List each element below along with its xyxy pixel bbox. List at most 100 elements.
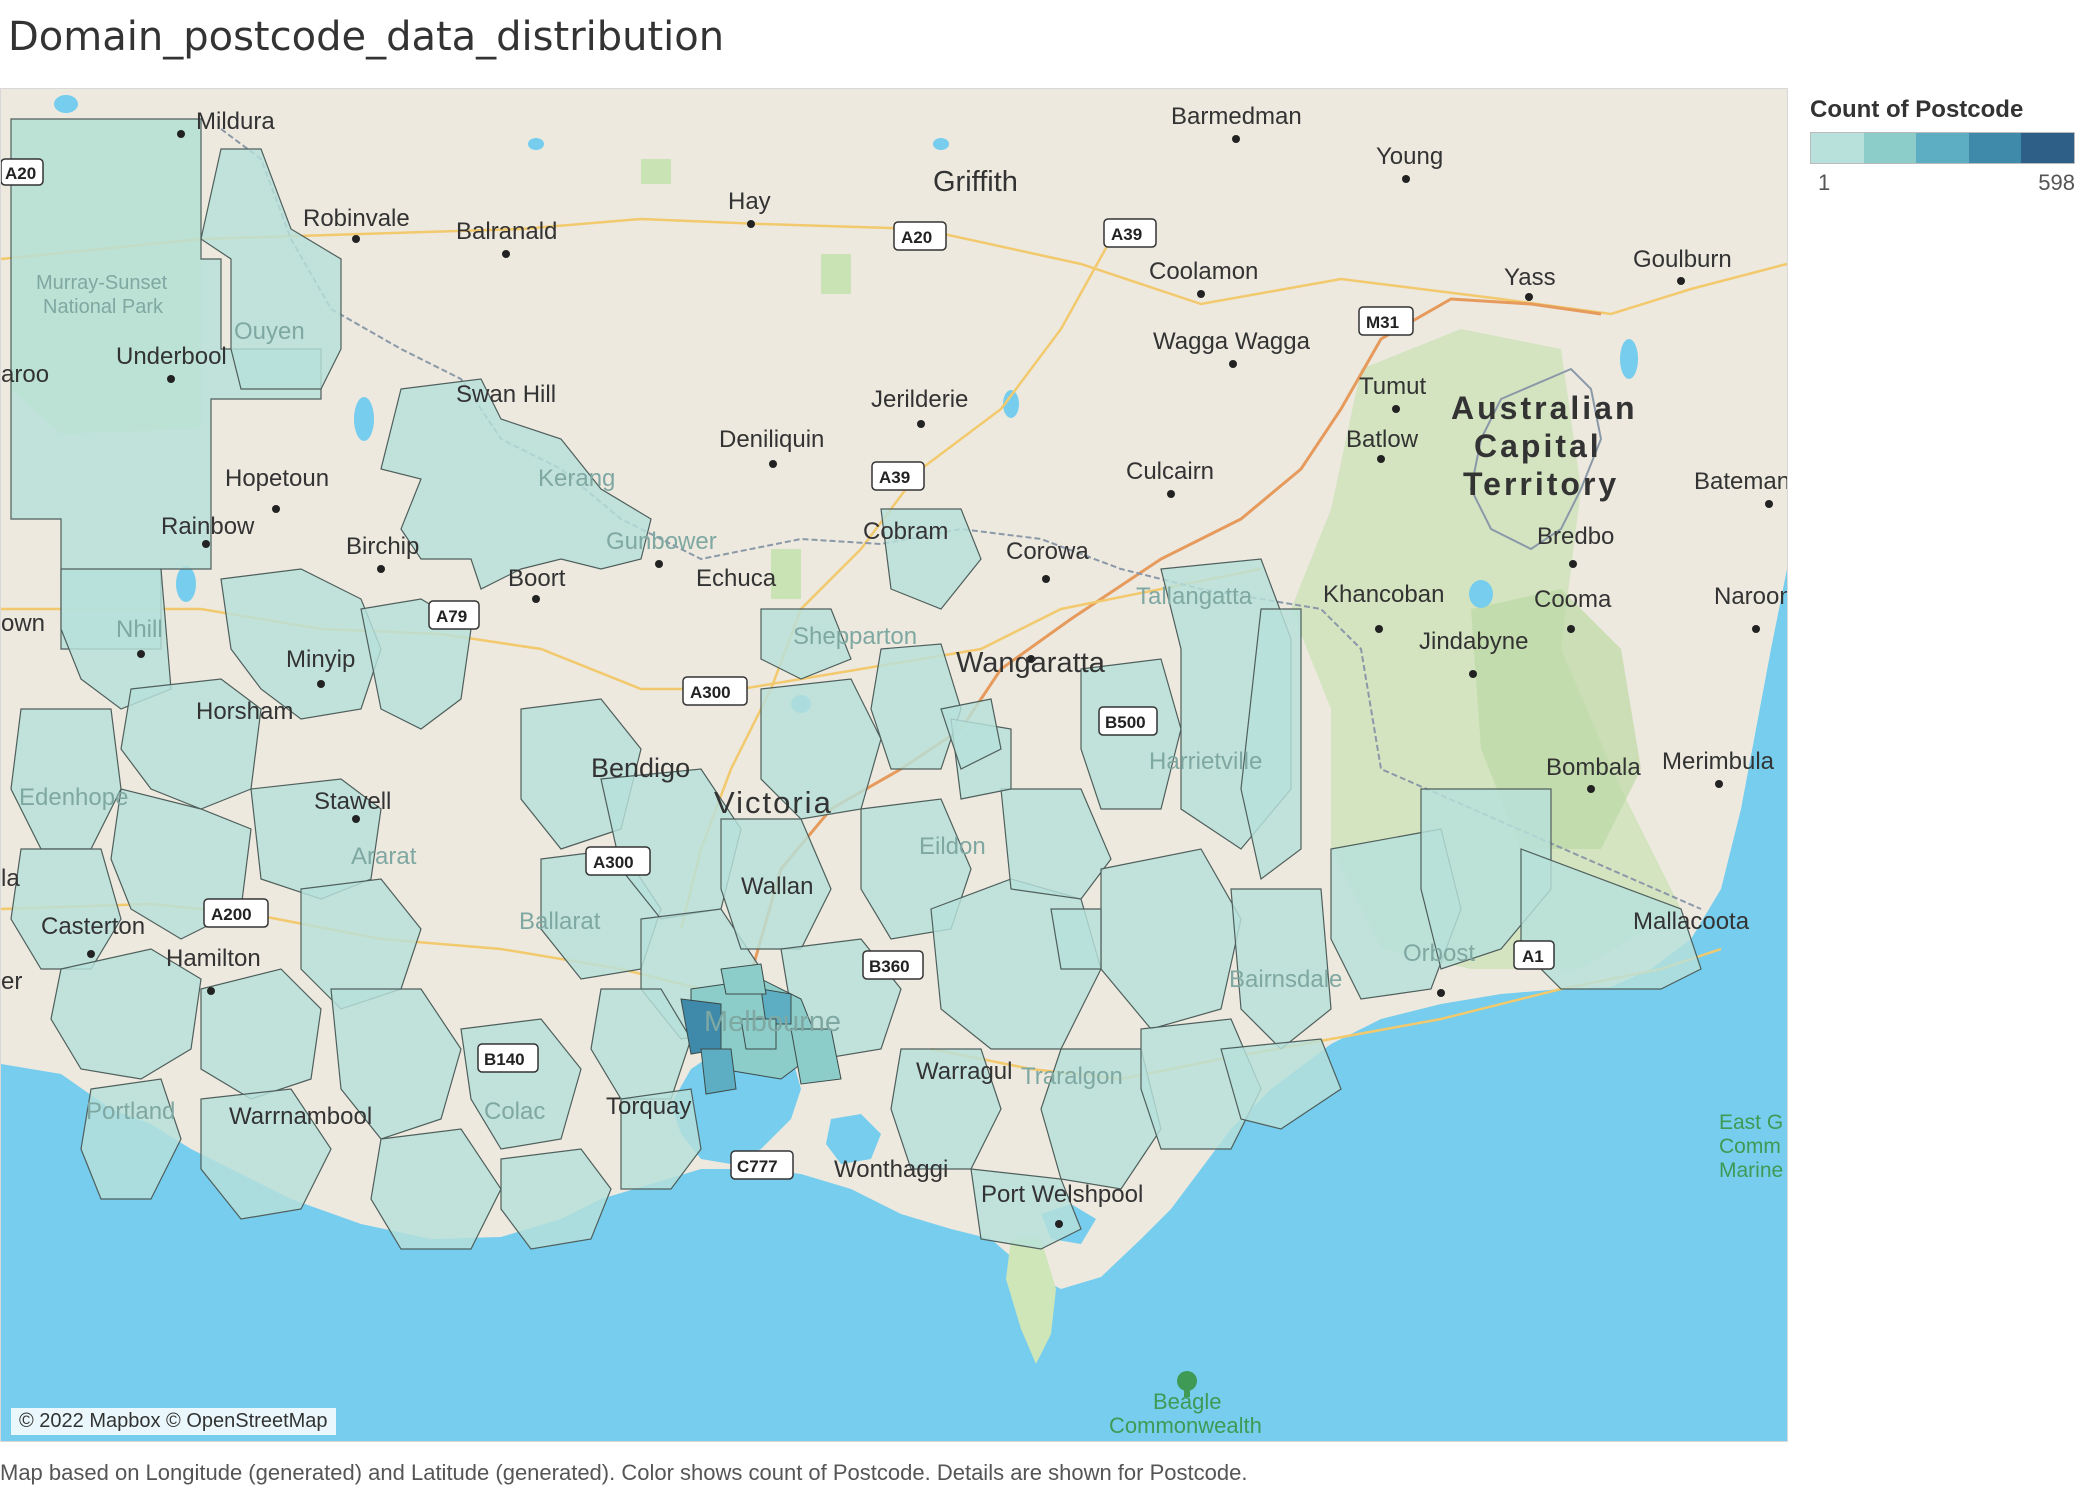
label-kerang: Kerang	[538, 465, 615, 492]
label-horsham: Horsham	[196, 698, 293, 725]
postcode-region[interactable]	[1000, 788, 1112, 900]
shield-m31: M31	[1358, 306, 1414, 336]
postcode-region[interactable]	[700, 1048, 737, 1095]
postcode-region[interactable]	[370, 1128, 502, 1250]
postcode-region[interactable]	[50, 948, 202, 1080]
label-er: er	[1, 968, 22, 995]
label-jindabyne: Jindabyne	[1419, 628, 1528, 655]
postcode-region[interactable]	[940, 698, 1002, 770]
act-border	[1469, 367, 1603, 551]
label-bateman: Bateman	[1694, 468, 1787, 495]
svg-text:C777: C777	[737, 1157, 778, 1176]
park-small-2	[821, 254, 851, 294]
postcode-region[interactable]	[10, 118, 322, 650]
color-legend: Count of Postcode 1 598	[1810, 96, 2084, 195]
label-culcairn: Culcairn	[1126, 458, 1214, 485]
postcode-region[interactable]	[250, 778, 382, 900]
postcode-region[interactable]	[790, 1028, 842, 1085]
postcode-region[interactable]	[620, 1088, 702, 1190]
label-tallangatta: Tallangatta	[1136, 583, 1253, 610]
postcode-region[interactable]	[760, 608, 852, 680]
legend-color-ramp	[1810, 132, 2075, 164]
postcode-region[interactable]	[200, 1088, 332, 1220]
postcode-region[interactable]	[380, 378, 652, 590]
melbourne-dense-postcodes[interactable]	[680, 963, 842, 1095]
postcode-region[interactable]	[760, 988, 792, 1025]
label-khancoban: Khancoban	[1323, 581, 1444, 608]
label-own: own	[1, 610, 45, 637]
svg-text:A300: A300	[690, 683, 731, 702]
map-attribution[interactable]: © 2022 Mapbox © OpenStreetMap	[11, 1408, 336, 1435]
label-young: Young	[1376, 143, 1443, 170]
postcode-region[interactable]	[500, 1148, 612, 1250]
map-canvas[interactable]: Mildura Barmedman Young Griffith Hay Rob…	[1, 89, 1787, 1441]
postcode-region[interactable]	[200, 968, 322, 1100]
legend-swatch-4	[1968, 133, 2022, 163]
park-small-1	[641, 159, 671, 184]
shield-a300b: A300	[585, 846, 651, 876]
postcode-region[interactable]	[1050, 908, 1102, 970]
postcode-region[interactable]	[720, 963, 767, 995]
postcode-region[interactable]	[120, 678, 262, 810]
legend-swatch-3	[1916, 133, 1969, 163]
postcode-region[interactable]	[870, 643, 962, 770]
svg-text:A200: A200	[211, 905, 252, 924]
western-port	[826, 1114, 881, 1164]
label-deniliquin: Deniliquin	[719, 426, 824, 453]
postcode-region[interactable]	[970, 1168, 1082, 1250]
svg-text:B140: B140	[484, 1050, 525, 1069]
label-tumut: Tumut	[1359, 373, 1426, 400]
postcode-region[interactable]	[200, 148, 342, 390]
label-swan-hill: Swan Hill	[456, 381, 556, 408]
label-warragul: Warragul	[916, 1058, 1012, 1085]
postcode-region[interactable]	[220, 568, 382, 720]
label-eildon: Eildon	[919, 833, 986, 860]
postcode-region[interactable]	[60, 568, 172, 710]
postcode-region[interactable]	[1230, 888, 1332, 1050]
postcode-region[interactable]	[1240, 608, 1302, 881]
park-small-3	[771, 549, 801, 599]
state-border	[220, 128, 1702, 910]
label-colac: Colac	[484, 1098, 545, 1125]
legend-swatch-2	[1863, 133, 1917, 163]
label-jerilderie: Jerilderie	[871, 386, 968, 413]
shield-a20-left: A20	[1, 158, 44, 186]
label-robinvale: Robinvale	[303, 205, 410, 232]
postcode-region[interactable]	[80, 1078, 182, 1200]
label-hamilton: Hamilton	[166, 945, 261, 972]
label-wangaratta: Wangaratta	[956, 647, 1106, 679]
svg-text:M31: M31	[1366, 313, 1399, 332]
label-narooma: Naroom	[1714, 583, 1787, 610]
svg-text:B360: B360	[869, 957, 910, 976]
label-aroo: aroo	[1, 361, 49, 388]
svg-text:A20: A20	[5, 164, 36, 183]
legend-title: Count of Postcode	[1810, 96, 2024, 123]
svg-text:A1: A1	[1522, 947, 1544, 966]
label-traralgon: Traralgon	[1021, 1063, 1123, 1090]
postcode-region[interactable]	[740, 1018, 777, 1050]
label-edenhope: Edenhope	[19, 784, 128, 811]
shield-a39b: A39	[871, 461, 925, 491]
label-torquay: Torquay	[606, 1093, 691, 1120]
park-kosciuszko	[1471, 589, 1641, 849]
label-east-gippsland: East G Comm Marine	[1719, 1111, 1783, 1182]
label-ouyen: Ouyen	[234, 318, 305, 345]
lake	[1469, 580, 1493, 608]
shield-a300: A300	[682, 676, 748, 706]
postcode-region[interactable]	[1220, 1038, 1342, 1130]
postcode-region[interactable]	[880, 508, 982, 610]
shield-b140: B140	[477, 1043, 539, 1073]
label-underbool: Underbool	[116, 343, 227, 370]
wilsons-promontory	[1006, 1239, 1056, 1364]
label-hay: Hay	[728, 188, 771, 215]
map-view[interactable]: Mildura Barmedman Young Griffith Hay Rob…	[0, 88, 1788, 1442]
road-shields: A20 A20 A39 M31 A39 A79 A300 B500 A300 A…	[1, 158, 1555, 1180]
postcode-region[interactable]	[330, 988, 462, 1140]
page-title: Domain_postcode_data_distribution	[8, 14, 725, 60]
label-mallacoota: Mallacoota	[1633, 908, 1750, 935]
postcode-regions[interactable]	[10, 118, 1702, 1250]
place-labels: Mildura Barmedman Young Griffith Hay Rob…	[1, 103, 1787, 1438]
postcode-region[interactable]	[1420, 788, 1552, 970]
label-harrietville: Harrietville	[1149, 748, 1262, 775]
postcode-region[interactable]	[360, 598, 472, 730]
